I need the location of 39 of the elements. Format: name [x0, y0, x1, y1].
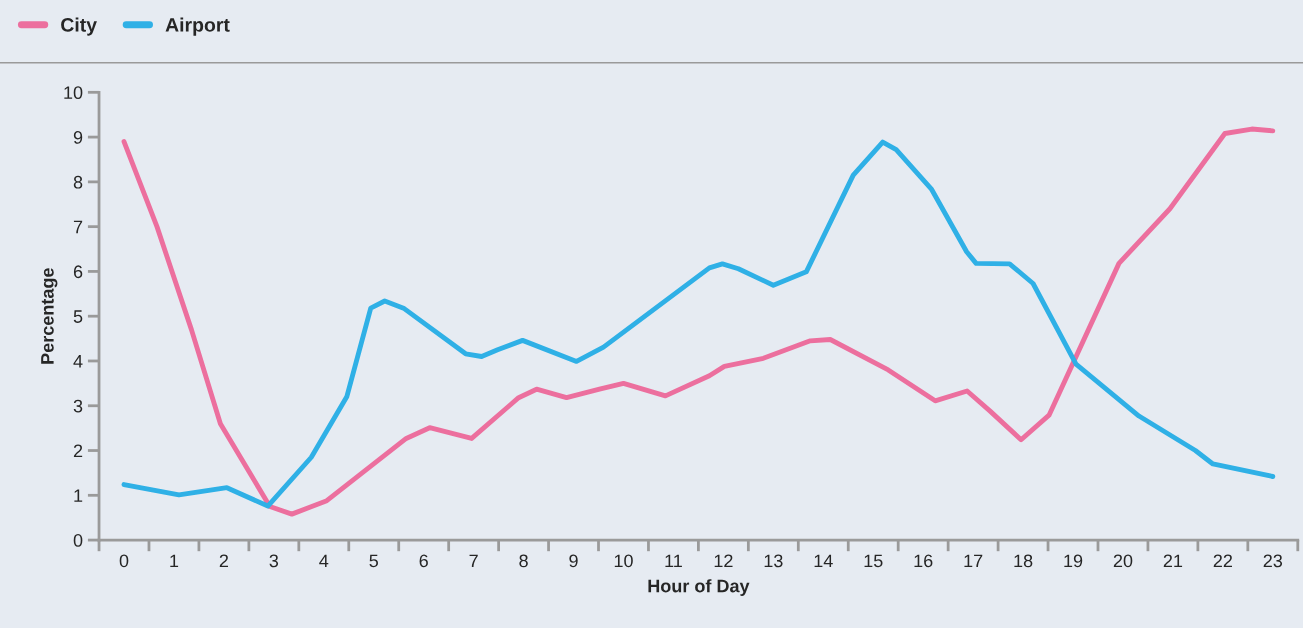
y-tick-label: 0: [73, 534, 83, 547]
x-tick-label: 6: [419, 554, 428, 568]
x-tick-label: 20: [1113, 554, 1133, 568]
y-tick-label: 9: [73, 131, 83, 144]
x-tick-label: 18: [1014, 554, 1033, 568]
legend-label: City: [61, 17, 97, 36]
x-tick-label: 12: [714, 554, 733, 568]
x-tick-label: 22: [1213, 554, 1232, 568]
x-tick-label: 17: [964, 554, 983, 568]
legend-label: Airport: [165, 17, 230, 36]
y-tick-label: 3: [73, 399, 83, 413]
y-tick-label: 10: [64, 86, 83, 100]
x-tick-label: 21: [1163, 554, 1183, 568]
y-tick-label: 1: [74, 489, 83, 502]
x-tick-label: 10: [614, 554, 633, 568]
x-tick-label: 23: [1263, 554, 1283, 568]
x-tick-label: 5: [369, 554, 379, 568]
x-tick-label: 1: [170, 554, 179, 568]
y-tick-label: 6: [73, 265, 83, 279]
x-tick-label: 3: [269, 554, 279, 568]
y-tick-label: 7: [73, 220, 83, 234]
x-tick-label: 4: [319, 554, 329, 568]
y-tick-label: 4: [73, 355, 83, 368]
x-tick-label: 8: [519, 554, 528, 568]
x-tick-label: 7: [469, 554, 478, 568]
x-tick-label: 13: [764, 554, 783, 568]
x-tick-label: 11: [665, 554, 682, 568]
y-tick-label: 5: [73, 310, 83, 323]
x-tick-label: 0: [119, 554, 129, 568]
x-tick-label: 2: [219, 554, 229, 568]
x-tick-label: 9: [569, 554, 578, 568]
y-tick-label: 8: [73, 175, 83, 189]
x-tick-label: 19: [1064, 554, 1083, 568]
x-axis-title: Hour of Day: [648, 579, 750, 596]
y-tick-label: 2: [73, 444, 83, 458]
x-tick-label: 15: [864, 554, 883, 568]
x-tick-label: 16: [914, 554, 933, 568]
y-axis-title: Percentage: [41, 268, 58, 364]
x-tick-label: 14: [814, 554, 833, 568]
